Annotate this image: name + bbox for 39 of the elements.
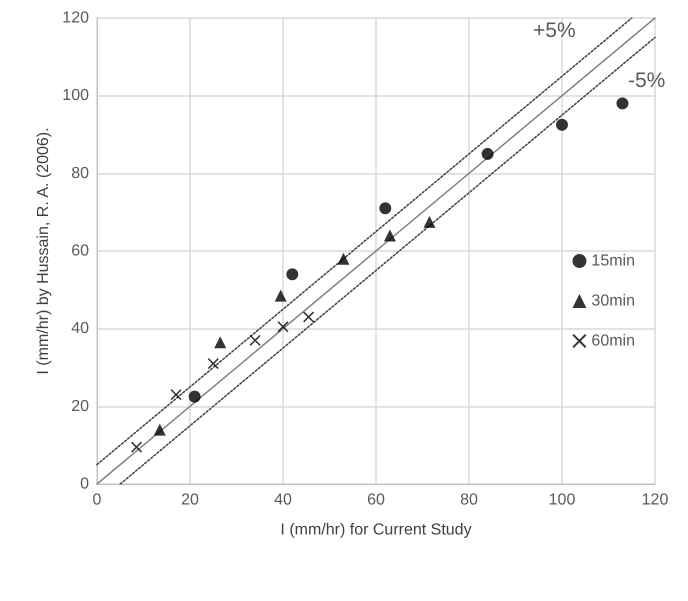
point	[278, 321, 288, 332]
point	[214, 336, 226, 348]
point	[303, 312, 314, 323]
point	[384, 229, 396, 242]
point	[423, 216, 436, 228]
x-tick-label: 80	[460, 492, 478, 508]
x-tick-label: 100	[548, 492, 576, 508]
point	[616, 97, 628, 110]
y-tick-label: 100	[62, 87, 90, 104]
x-tick-label: 0	[92, 492, 102, 508]
point	[379, 202, 392, 214]
point	[556, 118, 568, 131]
point	[286, 268, 298, 280]
x-tick-label: 20	[181, 492, 199, 508]
x-tick-label: 120	[642, 492, 668, 508]
annotation: -5%	[628, 69, 666, 92]
annotation: +5%	[533, 19, 576, 42]
y-tick-label: 40	[71, 320, 90, 338]
x-axis-title: I (mm/hr) for Current Study	[280, 522, 472, 538]
y-tick-label: 120	[62, 10, 90, 26]
point	[131, 442, 142, 453]
point	[188, 390, 201, 403]
point	[208, 358, 219, 370]
legend-label: 15min	[591, 252, 635, 270]
point	[154, 424, 166, 436]
legend-label: 60min	[591, 332, 635, 350]
point	[250, 334, 261, 346]
point	[170, 389, 182, 400]
point	[337, 252, 350, 265]
x-tick-label: 40	[274, 492, 292, 508]
point	[274, 290, 287, 302]
x-tick-label: 60	[367, 492, 385, 508]
y-tick-label: 60	[71, 242, 90, 260]
point	[482, 148, 494, 160]
y-tick-label: 0	[80, 476, 90, 492]
y-tick-label: 80	[71, 164, 90, 182]
y-axis-title: I (mm/hr) by Hussain, R. A. (2006).	[34, 127, 52, 375]
legend-label: 30min	[591, 292, 635, 310]
y-tick-label: 20	[71, 398, 90, 415]
